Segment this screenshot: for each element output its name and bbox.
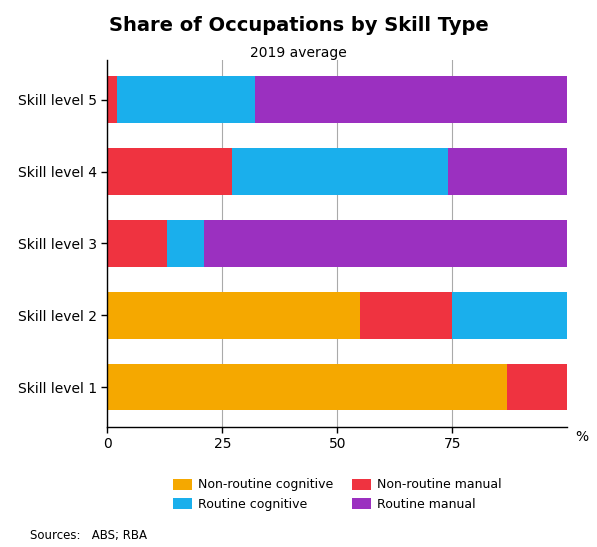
Bar: [232, 148, 448, 195]
Bar: [204, 220, 567, 267]
Bar: [507, 364, 567, 410]
Bar: [453, 292, 567, 339]
Bar: [107, 77, 116, 123]
Bar: [107, 364, 507, 410]
Text: Sources:   ABS; RBA: Sources: ABS; RBA: [30, 528, 147, 542]
Bar: [116, 77, 254, 123]
Text: %: %: [576, 429, 589, 444]
Text: Share of Occupations by Skill Type: Share of Occupations by Skill Type: [109, 16, 488, 36]
Bar: [254, 77, 567, 123]
Bar: [167, 220, 204, 267]
Bar: [448, 148, 567, 195]
Bar: [107, 220, 167, 267]
Bar: [107, 292, 360, 339]
Bar: [107, 148, 232, 195]
Bar: [360, 292, 453, 339]
Text: 2019 average: 2019 average: [250, 46, 347, 61]
Legend: Non-routine cognitive, Routine cognitive, Non-routine manual, Routine manual: Non-routine cognitive, Routine cognitive…: [168, 474, 507, 516]
